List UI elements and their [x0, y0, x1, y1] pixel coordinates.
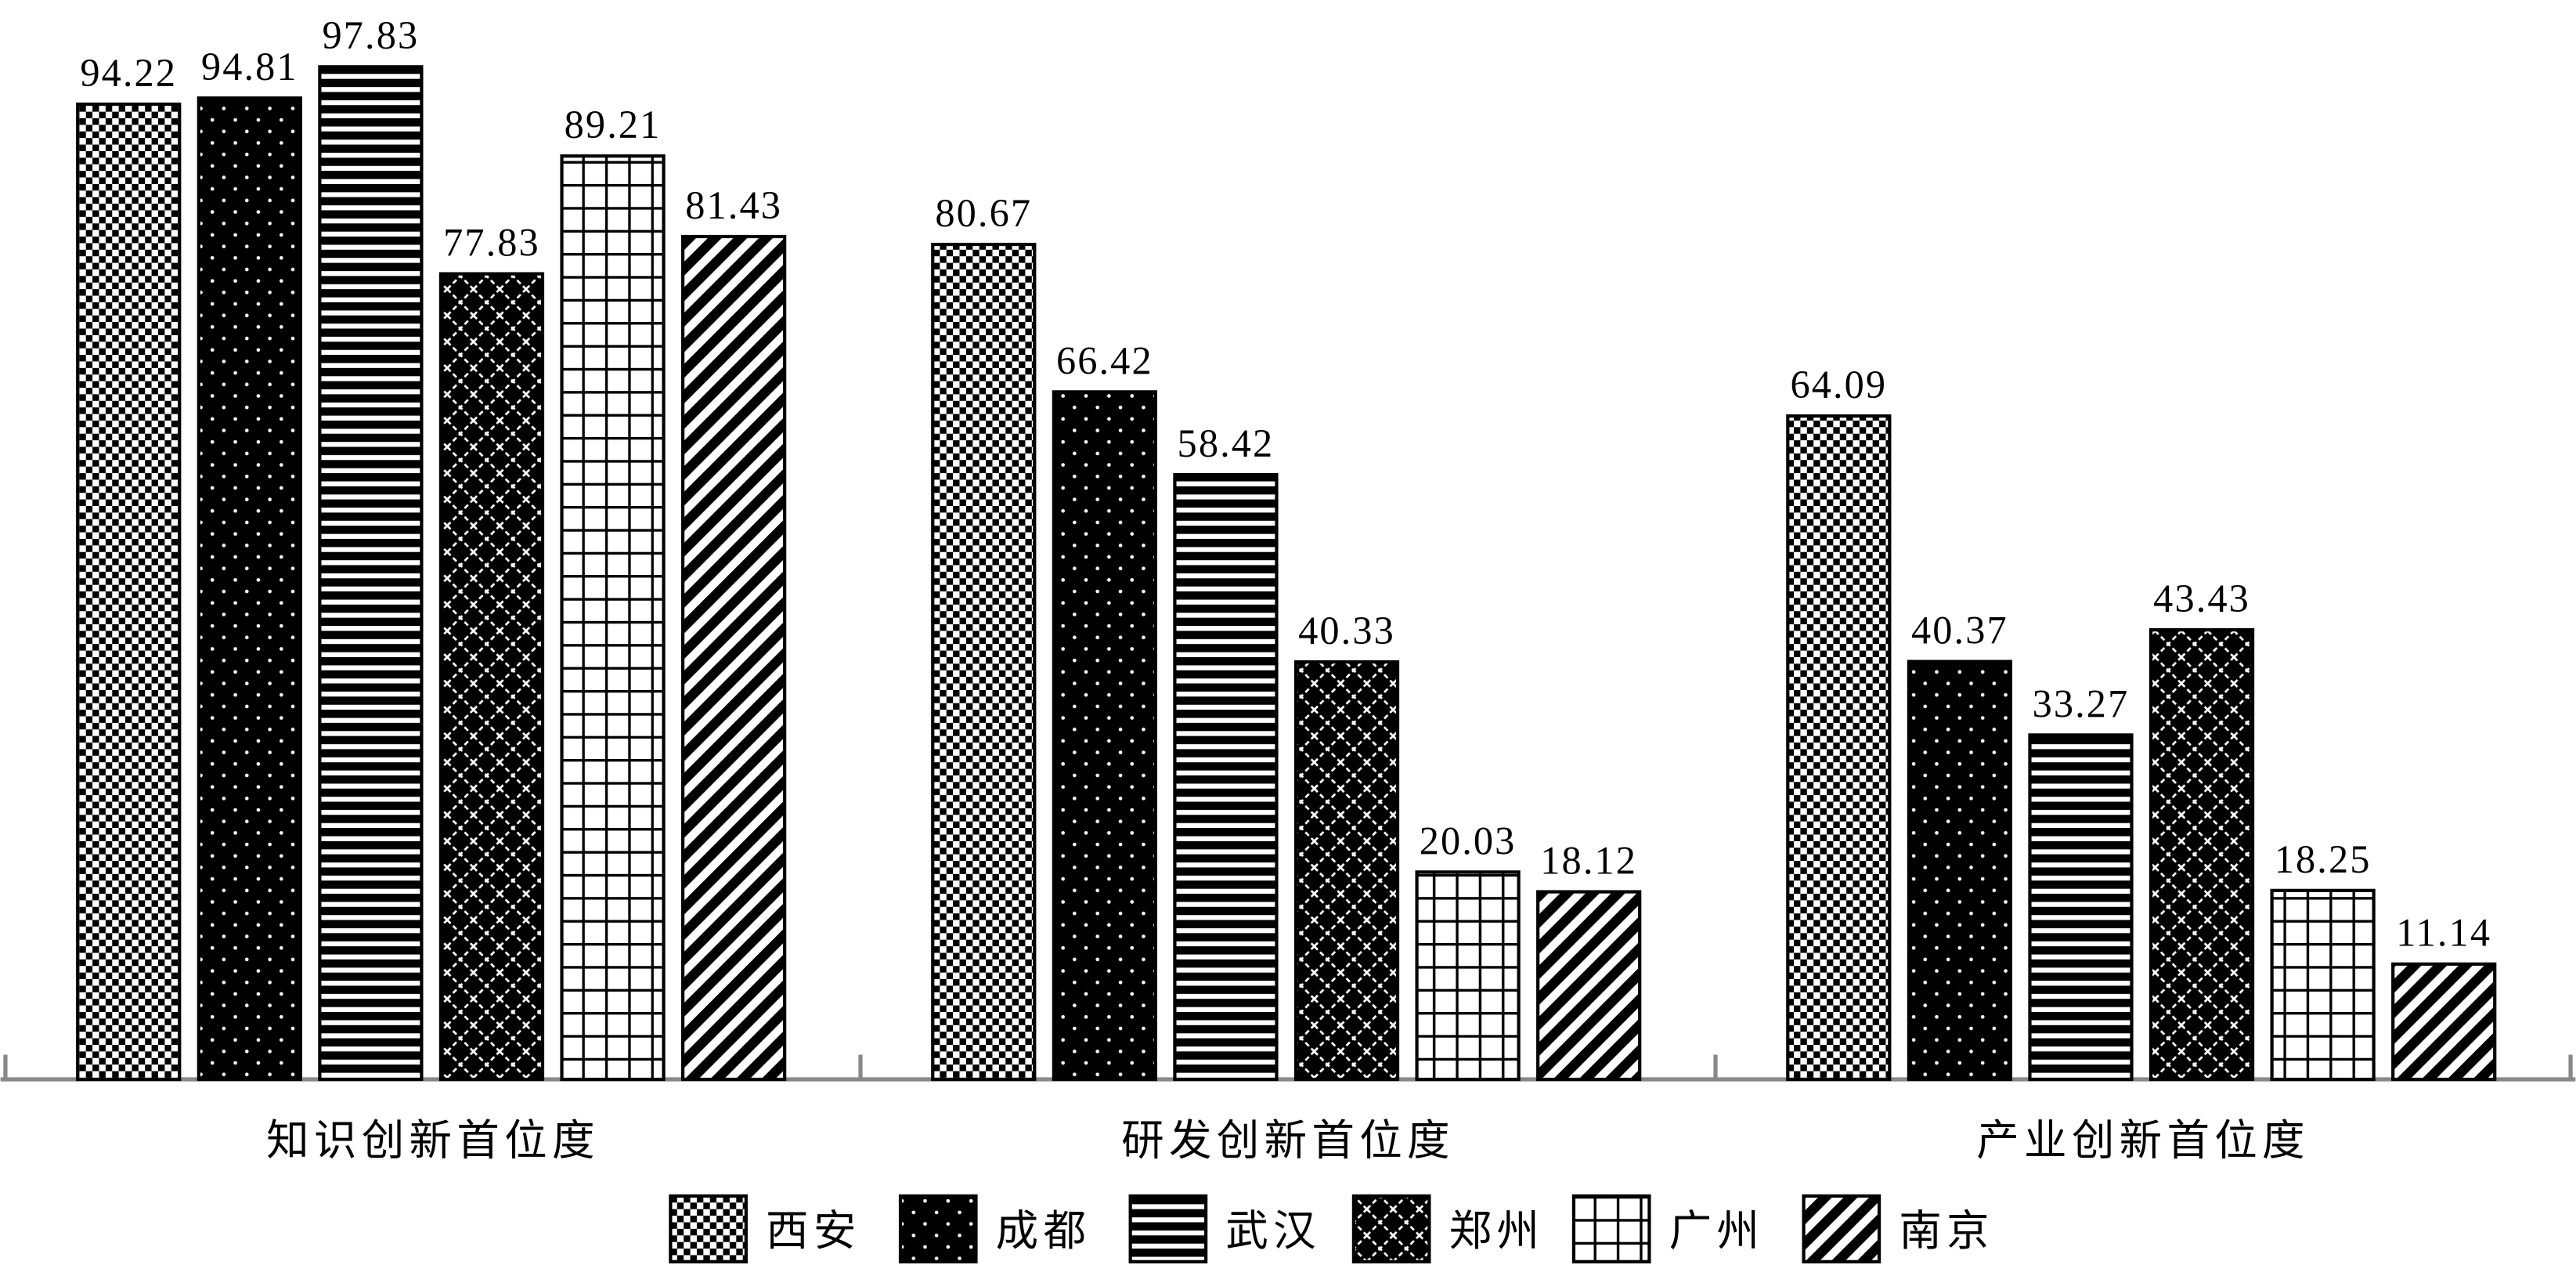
bar: [560, 154, 666, 1082]
legend-swatch: [1351, 1194, 1431, 1263]
bar: [2028, 733, 2134, 1082]
legend-swatch: [1571, 1194, 1651, 1263]
x-tick-label: 知识创新首位度: [266, 1116, 600, 1164]
plot-area: 知识创新首位度 研发创新首位度 产业创新首位度 94.22 80.67 64.09 94.8…: [0, 13, 2576, 1263]
value-label: 11.14: [2396, 911, 2491, 955]
value-label: 81.43: [685, 183, 782, 227]
value-label: 43.43: [2153, 576, 2250, 620]
bar: [76, 102, 182, 1082]
bar: [931, 242, 1037, 1082]
value-label: 40.33: [1298, 609, 1395, 652]
bar: [2148, 628, 2255, 1082]
value-label: 77.83: [443, 221, 540, 265]
bar: [318, 65, 424, 1082]
legend-swatch: [669, 1194, 748, 1263]
value-label: 94.22: [80, 51, 177, 95]
value-label: 94.81: [201, 45, 298, 89]
legend-label: 南京: [1899, 1207, 1994, 1255]
value-label: 64.09: [1790, 363, 1887, 407]
bar: [2270, 888, 2376, 1082]
value-label: 40.37: [1911, 608, 2008, 652]
value-label: 18.12: [1540, 838, 1637, 882]
bar: [2391, 962, 2497, 1082]
bar: [1052, 390, 1157, 1082]
bar: [1907, 660, 2013, 1082]
bar: [1173, 472, 1279, 1082]
legend-label: 武汉: [1225, 1207, 1321, 1255]
x-tick-label: 研发创新首位度: [1121, 1116, 1455, 1164]
bar: [1536, 890, 1642, 1082]
value-label: 33.27: [2033, 681, 2130, 725]
bar: [1786, 414, 1892, 1082]
x-tick-label: 产业创新首位度: [1976, 1116, 2310, 1164]
value-label: 66.42: [1056, 338, 1153, 382]
bar: [197, 96, 302, 1082]
legend-label: 成都: [996, 1207, 1091, 1255]
legend-swatch: [898, 1194, 978, 1263]
legend-swatch: [1128, 1194, 1208, 1263]
value-label: 58.42: [1178, 421, 1275, 465]
bar: [438, 272, 545, 1082]
bar: [681, 234, 787, 1082]
value-label: 20.03: [1420, 819, 1517, 862]
legend-label: 西安: [766, 1207, 861, 1255]
bar: [1415, 870, 1521, 1082]
legend-label: 广州: [1669, 1207, 1765, 1255]
legend-swatch: [1802, 1194, 1881, 1263]
value-label: 18.25: [2275, 837, 2372, 881]
bar: [1293, 660, 1400, 1082]
legend-label: 郑州: [1449, 1207, 1545, 1255]
value-label: 80.67: [935, 191, 1032, 235]
value-label: 97.83: [323, 13, 420, 57]
value-label: 89.21: [565, 103, 662, 146]
